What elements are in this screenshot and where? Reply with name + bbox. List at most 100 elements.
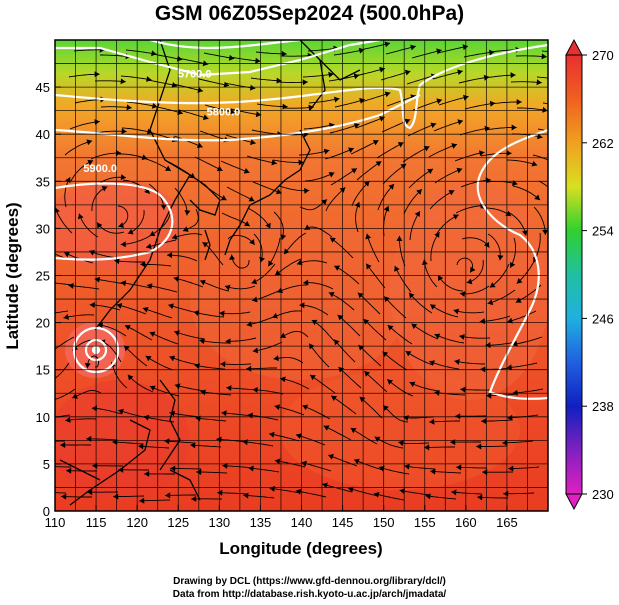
streamline xyxy=(398,235,406,267)
streamline-arrow xyxy=(425,493,431,500)
streamline-arrow xyxy=(374,436,381,442)
streamline xyxy=(274,460,306,468)
streamline xyxy=(167,254,198,262)
streamline xyxy=(355,201,360,233)
streamline xyxy=(533,206,546,235)
streamline xyxy=(171,233,203,239)
streamline-arrow xyxy=(124,324,131,331)
streamline-arrow xyxy=(115,150,121,157)
streamline-arrow xyxy=(337,314,344,321)
streamline-arrow xyxy=(274,404,281,411)
streamline xyxy=(380,70,411,81)
streamline xyxy=(113,495,145,498)
colorbar-ticks: 270 262 254 246 238 230 xyxy=(582,48,614,502)
streamline xyxy=(356,160,382,181)
streamline-arrow xyxy=(48,348,54,353)
streamline xyxy=(55,362,70,379)
streamline xyxy=(454,360,485,365)
streamline xyxy=(267,237,281,267)
streamline xyxy=(97,324,127,337)
y-tick-label: 5 xyxy=(43,457,50,472)
streamline-arrow xyxy=(457,69,463,76)
streamline-arrow xyxy=(86,139,93,146)
streamline-arrow xyxy=(359,396,366,403)
streamline xyxy=(459,335,491,339)
streamline-arrow xyxy=(353,458,360,465)
streamline-arrow xyxy=(521,230,528,236)
streamline xyxy=(437,274,464,292)
streamline-arrow xyxy=(120,174,127,181)
coastlines xyxy=(59,40,361,506)
streamline xyxy=(178,109,209,120)
streamline xyxy=(307,47,339,52)
streamline-arrow xyxy=(404,463,410,470)
streamline xyxy=(124,324,153,341)
streamline-arrow xyxy=(396,235,403,241)
streamline xyxy=(325,186,346,212)
streamline-arrow xyxy=(384,91,391,98)
streamline-arrow xyxy=(357,292,364,299)
streamline xyxy=(196,471,228,474)
streamline-arrow xyxy=(55,207,60,213)
streamline xyxy=(330,168,358,186)
contour-label: 5700.0 xyxy=(178,69,212,81)
y-tick-label: 25 xyxy=(36,269,50,284)
streamline xyxy=(225,337,257,342)
streamline-arrow xyxy=(556,196,561,202)
streamline xyxy=(145,355,174,371)
streamline xyxy=(304,172,335,182)
streamline xyxy=(508,466,540,470)
streamline xyxy=(282,106,314,109)
streamline-arrow xyxy=(328,71,334,78)
streamline xyxy=(117,153,148,160)
streamline xyxy=(506,159,538,166)
streamline xyxy=(538,180,548,188)
streamline-arrow xyxy=(228,54,235,61)
streamline xyxy=(295,490,327,498)
streamline-arrow xyxy=(536,79,542,86)
streamline xyxy=(272,310,303,318)
streamline xyxy=(303,123,335,130)
streamline-arrow xyxy=(251,278,258,285)
x-tick-label: 165 xyxy=(496,515,518,530)
streamline-arrow xyxy=(351,168,357,174)
y-tick-label: 30 xyxy=(36,221,50,236)
streamline-arrow xyxy=(295,488,302,495)
streamline-arrow xyxy=(165,492,171,499)
streamline xyxy=(506,362,538,369)
streamline xyxy=(302,73,334,78)
streamline-arrow xyxy=(229,108,235,115)
streamline xyxy=(204,104,235,114)
streamline xyxy=(219,311,251,315)
streamline xyxy=(484,74,516,79)
streamline xyxy=(337,314,361,337)
streamline xyxy=(503,492,535,495)
streamline-arrow xyxy=(541,53,547,60)
streamline xyxy=(55,388,76,400)
colorbar-tick-label: 230 xyxy=(592,487,614,502)
streamline xyxy=(246,367,277,370)
streamline xyxy=(455,205,486,214)
streamline xyxy=(99,340,122,363)
streamline xyxy=(55,336,75,350)
streamline-arrow xyxy=(265,222,271,229)
streamline xyxy=(149,331,179,345)
streamline xyxy=(466,259,484,284)
streamline-arrow xyxy=(497,254,504,261)
streamline xyxy=(280,378,310,390)
streamline xyxy=(394,265,412,293)
streamline xyxy=(509,237,516,269)
streamline-arrow xyxy=(120,280,127,287)
streamline xyxy=(382,351,408,371)
streamline-arrow xyxy=(191,495,197,502)
streamline-arrow xyxy=(275,269,281,276)
streamline-arrow xyxy=(453,308,460,315)
streamline-arrow xyxy=(249,239,255,245)
streamline xyxy=(334,98,365,108)
streamline xyxy=(425,495,457,500)
streamline-arrow xyxy=(220,195,227,201)
streamline-arrow xyxy=(506,150,512,157)
streamline-arrow xyxy=(459,291,466,298)
streamline xyxy=(68,73,100,78)
streamline-arrow xyxy=(436,48,442,55)
